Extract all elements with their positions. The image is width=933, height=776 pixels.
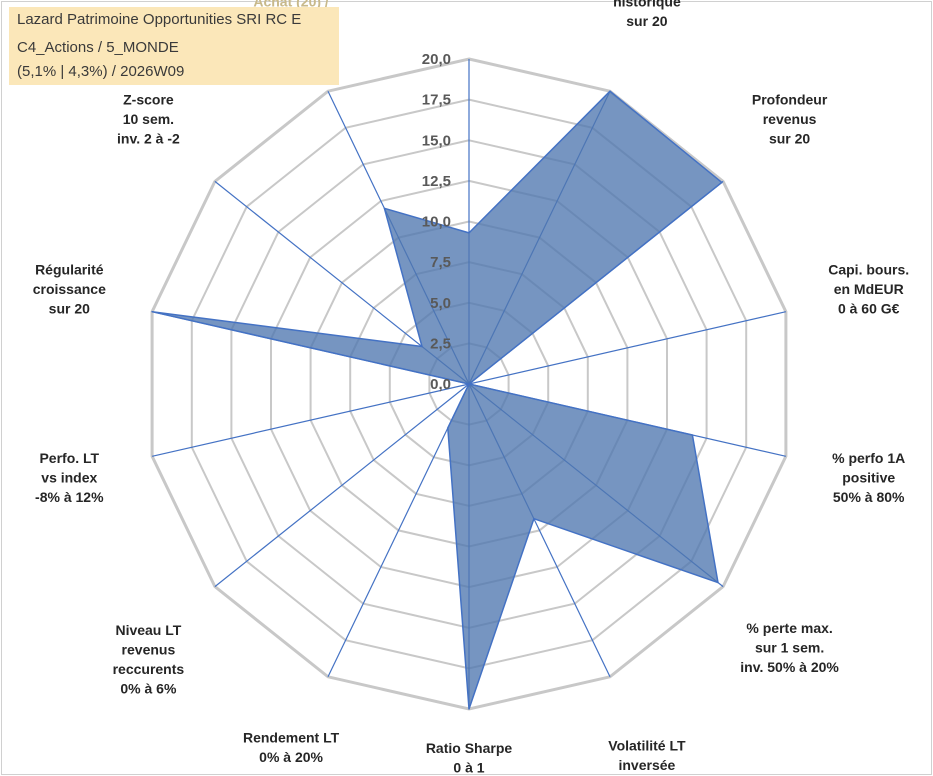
- axis-label-line: en MdEUR: [834, 281, 904, 297]
- data-point: [609, 90, 612, 93]
- data-point: [383, 207, 386, 210]
- fund-name: Lazard Patrimoine Opportunities SRI RC E: [17, 11, 302, 28]
- data-point: [446, 426, 449, 429]
- axis-label-line: inv. 50% à 20%: [740, 659, 839, 675]
- axis-label-line: Niveau LT: [115, 622, 181, 638]
- axis-label: % perfo 1A positive 50% à 80%: [832, 450, 905, 505]
- axis-label-line: sur 20: [626, 13, 667, 29]
- axis-label-line: Rendement LT: [243, 730, 340, 746]
- axis-label-line: 10 sem.: [123, 111, 174, 127]
- axis-spoke: [151, 383, 470, 457]
- axis-label-line: historique: [613, 0, 681, 10]
- tick-label: 15,0: [422, 132, 451, 149]
- tick-label: 17,5: [422, 92, 451, 109]
- axis-label: Z-score 10 sem. inv. 2 à -2: [117, 92, 180, 147]
- axis-label-line: Capi. bours.: [828, 262, 909, 278]
- axis-label-line: Profondeur: [752, 92, 828, 108]
- axis-label-line: revenus: [122, 642, 176, 658]
- axis-label: Profondeur revenus sur 20: [752, 92, 828, 147]
- axis-label-line: sur 20: [769, 131, 810, 147]
- axis-label-line: revenus: [763, 111, 817, 127]
- axis-label-line: Achat (20) /: [253, 0, 329, 10]
- axis-label: % perte max. sur 1 sem. inv. 50% à 20%: [740, 620, 839, 675]
- radar-series: [151, 90, 723, 711]
- data-point: [468, 383, 471, 386]
- axis-spoke: [468, 311, 787, 385]
- axis-label: Niveau LT revenus reccurents 0% à 6%: [113, 622, 185, 697]
- tick-label: 10,0: [422, 214, 451, 231]
- axis-label-line: reccurents: [113, 661, 185, 677]
- data-point: [151, 310, 154, 313]
- axis-label: Ratio Sharpe 0 à 1: [426, 740, 513, 776]
- series-area: [151, 90, 723, 710]
- axis-labels: NoteESG sur 20Profondeurhistoriquesur 20…: [33, 0, 909, 776]
- axis-label-line: Ratio Sharpe: [426, 740, 513, 756]
- axis-label-line: inversée: [618, 757, 675, 773]
- data-point: [468, 708, 471, 711]
- axis-label: Régularité croissance sur 20: [33, 262, 106, 317]
- axis-label-line: positive: [842, 470, 895, 486]
- fund-performance-week: (5,1% | 4,3%) / 2026W09: [17, 63, 185, 80]
- axis-label-line: vs index: [41, 470, 97, 486]
- axis-spoke: [214, 383, 470, 588]
- axis-label-line: sur 20: [49, 301, 90, 317]
- axis-label-line: croissance: [33, 281, 106, 297]
- data-point: [720, 181, 723, 184]
- axis-label-line: 0% à 20%: [259, 749, 323, 765]
- radial-tick-labels: 0,0 2,5 5,0 7,5 10,0 12,5 15,0 17,5 20,0: [422, 51, 451, 393]
- axis-label-line: % perfo 1A: [832, 450, 905, 466]
- tick-label: 2,5: [430, 335, 451, 352]
- axis-label-line: sur 1 sem.: [755, 639, 824, 655]
- axis-label-line: Z-score: [123, 92, 174, 108]
- axis-label: Capi. bours. en MdEUR 0 à 60 G€: [828, 262, 909, 317]
- axis-label-line: -8% à 12%: [35, 489, 104, 505]
- axis-label-line: 50% à 80%: [833, 489, 905, 505]
- data-point: [532, 517, 535, 520]
- axis-label-line: 0% à 6%: [120, 681, 177, 697]
- tick-label: 0,0: [430, 376, 451, 393]
- axis-label: Profondeurhistoriquesur 20: [613, 0, 681, 29]
- axis-label-line: Perfo. LT: [39, 450, 99, 466]
- tick-label: 20,0: [422, 51, 451, 68]
- fund-info-box: Lazard Patrimoine Opportunities SRI RC E…: [9, 7, 339, 85]
- data-point: [421, 345, 424, 348]
- tick-label: 7,5: [430, 254, 451, 271]
- axis-label-line: 0 à 60 G€: [838, 301, 900, 317]
- data-point: [691, 434, 694, 437]
- axis-spoke: [327, 383, 470, 678]
- axis-label: Rendement LT 0% à 20%: [243, 730, 340, 766]
- tick-label: 5,0: [430, 295, 451, 312]
- axis-label: Perfo. LT vs index -8% à 12%: [35, 450, 104, 505]
- fund-category: C4_Actions / 5_MONDE: [17, 39, 179, 56]
- axis-label-line: inv. 2 à -2: [117, 131, 180, 147]
- axis-label-line: 0 à 1: [453, 760, 484, 776]
- data-point: [468, 231, 471, 234]
- axis-label-line: % perte max.: [746, 620, 832, 636]
- axis-label-line: Volatilité LT: [608, 737, 686, 753]
- axis-label: Volatilité LTinversée40% à 0%: [608, 737, 686, 773]
- tick-label: 12,5: [422, 173, 451, 190]
- axis-label-line: Régularité: [35, 262, 104, 278]
- data-point: [717, 581, 720, 584]
